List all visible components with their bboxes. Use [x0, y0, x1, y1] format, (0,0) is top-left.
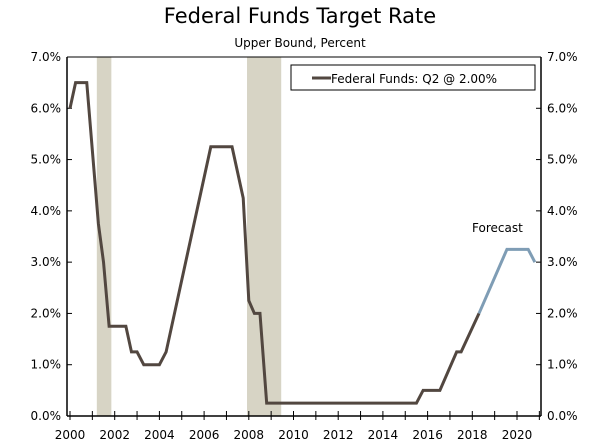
forecast-annotation: Forecast: [472, 221, 523, 235]
y-tick-label-right: 1.0%: [547, 358, 578, 372]
legend-box: [290, 64, 536, 91]
y-tick-label-right: 7.0%: [547, 50, 578, 64]
series-line-forecast: [477, 247, 537, 315]
x-tick-label: 2000: [55, 428, 86, 442]
y-tick-label-left: 4.0%: [31, 204, 62, 218]
y-tick-label-right: 4.0%: [547, 204, 578, 218]
y-tick-label-left: 7.0%: [31, 50, 62, 64]
x-tick-label: 2008: [234, 428, 265, 442]
x-tick-label: 2014: [368, 428, 399, 442]
x-tick-label: 2012: [323, 428, 354, 442]
y-tick-label-left: 1.0%: [31, 358, 62, 372]
x-tick-label: 2002: [99, 428, 130, 442]
y-tick-label-right: 3.0%: [547, 255, 578, 269]
y-tick-label-right: 2.0%: [547, 306, 578, 320]
x-tick-label: 2004: [144, 428, 175, 442]
y-tick-label-right: 0.0%: [547, 409, 578, 423]
series-line-federal-funds: [68, 81, 481, 405]
x-tick-label: 2010: [278, 428, 309, 442]
y-tick-label-left: 0.0%: [31, 409, 62, 423]
x-tick-label: 2016: [412, 428, 443, 442]
legend-label: Federal Funds: Q2 @ 2.00%: [331, 72, 497, 86]
x-tick-label: 2018: [457, 428, 488, 442]
chart-title: Federal Funds Target Rate: [163, 4, 437, 28]
chart-subtitle: Upper Bound, Percent: [234, 36, 366, 50]
y-tick-label-left: 3.0%: [31, 255, 62, 269]
y-tick-label-right: 6.0%: [547, 101, 578, 115]
x-tick-label: 2006: [189, 428, 220, 442]
y-tick-label-left: 6.0%: [31, 101, 62, 115]
y-tick-label-left: 2.0%: [31, 306, 62, 320]
y-tick-label-left: 5.0%: [31, 153, 62, 167]
y-tick-label-right: 5.0%: [547, 153, 578, 167]
x-tick-label: 2020: [502, 428, 533, 442]
